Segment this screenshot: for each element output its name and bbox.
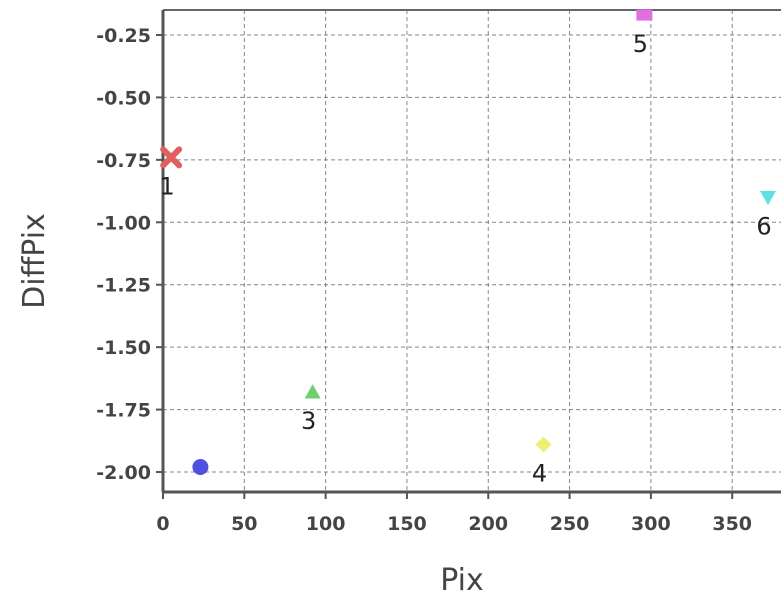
y-axis-ticks: -0.25 -0.50 -0.75 -1.00 -1.25 -1.50 -1.75 -2.00	[96, 25, 163, 484]
x-tick-label: 200	[468, 513, 508, 535]
point-label: 6	[756, 212, 771, 240]
point-label: 4	[532, 460, 547, 488]
y-tick-label: -0.50	[96, 87, 151, 109]
point-label: 3	[301, 407, 316, 435]
y-axis-title: DiffPix	[17, 213, 52, 309]
x-tick-label: 50	[231, 513, 257, 535]
data-point	[160, 146, 183, 169]
point-label: 1	[159, 172, 174, 200]
grid	[163, 10, 781, 492]
data-point	[304, 384, 321, 399]
y-tick-label: -0.25	[96, 25, 151, 47]
y-tick-label: -2.00	[96, 462, 151, 484]
data-points: 1 3 4 5 6	[159, 9, 776, 488]
x-tick-label: 300	[631, 513, 671, 535]
y-tick-label: -1.50	[96, 337, 151, 359]
data-point	[636, 9, 653, 21]
x-axis-title: Pix	[440, 563, 484, 598]
x-tick-label: 250	[550, 513, 590, 535]
x-axis-ticks: 0 50 100 150 200 250 300 350	[156, 492, 752, 535]
x-tick-label: 100	[306, 513, 346, 535]
y-tick-label: -1.75	[96, 400, 151, 422]
y-tick-label: -1.25	[96, 275, 151, 297]
plot-frame	[161, 9, 781, 494]
data-point	[535, 436, 552, 453]
x-tick-label: 150	[387, 513, 427, 535]
data-point	[192, 459, 209, 476]
data-point	[759, 190, 776, 206]
point-label: 5	[633, 30, 648, 58]
x-tick-label: 350	[712, 513, 752, 535]
x-tick-label: 0	[156, 513, 169, 535]
y-tick-label: -1.00	[96, 212, 151, 234]
y-tick-label: -0.75	[96, 150, 151, 172]
